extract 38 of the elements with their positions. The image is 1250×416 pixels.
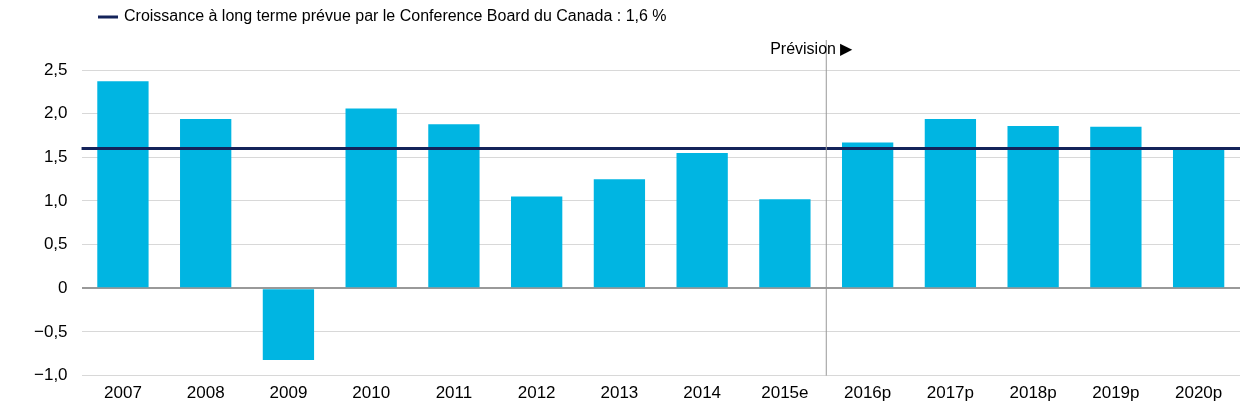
x-tick-label: 2017p xyxy=(926,383,975,403)
bar xyxy=(428,124,480,288)
y-tick-label: 2,5 xyxy=(43,59,68,79)
bar xyxy=(1090,126,1142,288)
bar xyxy=(180,118,232,288)
y-tick-label: 1,5 xyxy=(43,147,68,166)
bar xyxy=(511,196,563,288)
x-tick-label: 2015e xyxy=(761,383,809,403)
bar xyxy=(924,118,977,288)
bar xyxy=(345,108,397,288)
x-tick-label: 2013 xyxy=(600,383,639,403)
bar xyxy=(676,152,728,288)
y-tick-label: 0,5 xyxy=(43,234,68,254)
legend-label: Croissance à long terme prévue par le Conference Board du Canada : 1,6 % xyxy=(124,7,667,25)
x-tick-label: 2014 xyxy=(683,383,722,403)
y-tick-label: −0,5 xyxy=(34,321,68,341)
bar xyxy=(1172,148,1225,288)
bar xyxy=(97,81,149,288)
x-tick-label: 2012 xyxy=(517,383,556,403)
x-tick-label: 2018p xyxy=(1009,383,1057,403)
bar xyxy=(593,179,646,288)
bar xyxy=(1007,125,1059,288)
bar xyxy=(262,289,315,360)
x-tick-label: 2011 xyxy=(435,383,473,403)
bar xyxy=(841,142,894,288)
x-tick-label: 2020p xyxy=(1174,383,1223,403)
bar xyxy=(759,199,811,288)
y-tick-label: −1,0 xyxy=(34,365,68,385)
ref-line-label: Prévision ▶ xyxy=(770,40,854,58)
x-tick-label: 2019p xyxy=(1092,383,1140,403)
x-tick-label: 2008 xyxy=(186,383,225,403)
y-tick-label: 1,0 xyxy=(43,190,68,210)
x-tick-label: 2009 xyxy=(269,383,308,403)
x-tick-label: 2010 xyxy=(352,383,391,403)
y-tick-label: 0 xyxy=(58,277,68,297)
x-tick-label: 2007 xyxy=(104,383,142,403)
x-tick-label: 2016p xyxy=(844,383,892,403)
y-tick-label: 2,0 xyxy=(43,103,68,123)
